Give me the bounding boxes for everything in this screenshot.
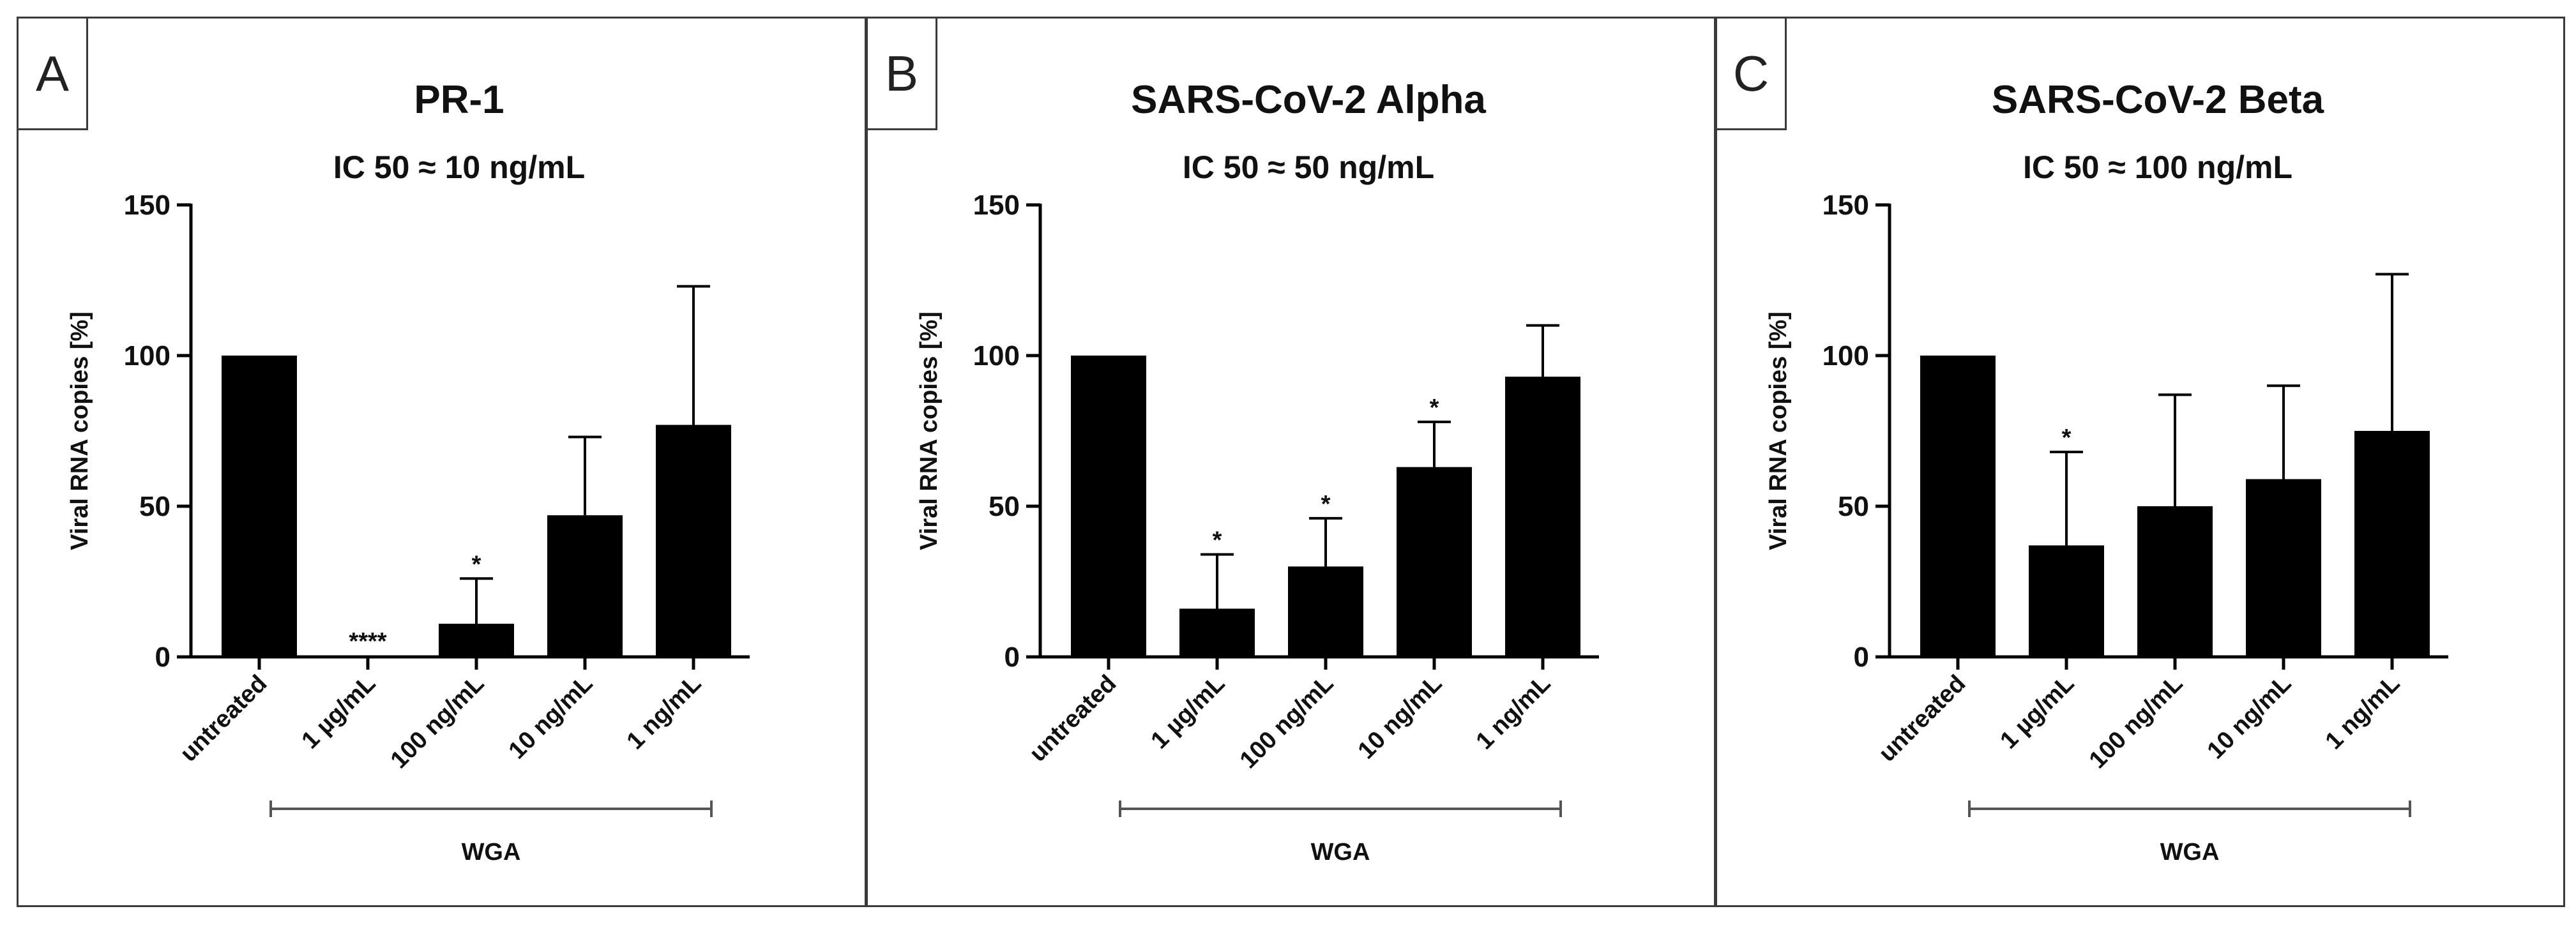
x-category-label: 1 ng/mL [1471,670,1556,755]
chart-title: SARS-CoV-2 Alpha [1131,78,1486,122]
chart-subtitle: IC 50 ≈ 10 ng/mL [333,149,585,185]
y-tick-label: 0 [1004,642,1020,673]
bar [222,356,297,657]
y-tick-label: 0 [1854,642,1869,673]
bar [2246,479,2321,657]
y-tick-label: 50 [989,491,1020,522]
significance-marker: * [2062,425,2072,451]
x-category-label: 10 ng/mL [2202,670,2297,765]
x-category-label: 100 ng/mL [1235,670,1339,774]
chart-title: PR-1 [414,78,504,122]
significance-marker: * [1321,491,1331,518]
x-category-label: untreated [1874,670,1971,767]
x-category-label: 1 µg/mL [1146,670,1231,755]
panel-letter: A [17,17,88,130]
chart-panel-a: A PR-1 IC 50 ≈ 10 ng/mL Viral RNA copies [… [17,17,867,907]
group-label: WGA [462,839,521,866]
bar [1505,377,1580,657]
x-category-label: untreated [1024,670,1121,767]
x-category-label: untreated [175,670,272,767]
x-category-label: 1 µg/mL [1996,670,2080,755]
significance-marker: * [472,551,481,578]
bar-chart-a: PR-1 IC 50 ≈ 10 ng/mL Viral RNA copies [%]… [66,78,750,866]
significance-marker: **** [349,628,386,655]
x-category-label: 10 ng/mL [1353,670,1448,765]
bar [2029,545,2104,657]
y-tick-label: 50 [139,491,170,522]
bar [1397,467,1472,657]
chart-panel-c: C SARS-CoV-2 Beta IC 50 ≈ 100 ng/mL Viral … [1715,17,2565,907]
panel-letter: B [866,17,937,130]
y-tick-label: 150 [973,190,1020,221]
significance-marker: * [1430,395,1439,421]
chart-title: SARS-CoV-2 Beta [1992,78,2324,122]
y-tick-label: 150 [124,190,170,221]
bar [330,655,405,657]
y-tick-label: 100 [1822,340,1869,372]
bar [547,515,623,657]
x-category-label: 100 ng/mL [2084,670,2188,774]
bar [656,425,731,657]
bar [2354,431,2430,657]
y-axis-label: Viral RNA copies [%] [916,312,943,550]
y-tick-label: 0 [155,642,170,673]
bar [439,624,514,657]
y-axis-label: Viral RNA copies [%] [66,312,93,550]
bar-chart-b: SARS-CoV-2 Alpha IC 50 ≈ 50 ng/mL Viral RN… [916,78,1599,866]
bar [2137,506,2213,657]
bar [1071,356,1146,657]
chart-subtitle: IC 50 ≈ 100 ng/mL [2023,149,2292,185]
bar [1179,608,1255,657]
x-category-label: 1 ng/mL [622,670,707,755]
y-axis-label: Viral RNA copies [%] [1765,312,1792,550]
x-category-label: 1 µg/mL [297,670,381,755]
bar-chart-c: SARS-CoV-2 Beta IC 50 ≈ 100 ng/mL Viral RN… [1765,78,2448,866]
y-tick-label: 150 [1822,190,1869,221]
chart-subtitle: IC 50 ≈ 50 ng/mL [1183,149,1434,185]
y-tick-label: 100 [973,340,1020,372]
group-label: WGA [2160,839,2220,866]
significance-marker: * [1213,527,1222,554]
bar [1920,356,1996,657]
y-tick-label: 50 [1838,491,1869,522]
y-tick-label: 100 [124,340,170,372]
panel-letter: C [1715,17,1787,130]
x-category-label: 10 ng/mL [504,670,598,765]
group-label: WGA [1311,839,1370,866]
chart-panel-b: B SARS-CoV-2 Alpha IC 50 ≈ 50 ng/mL Viral … [866,17,1716,907]
bar [1288,566,1363,657]
x-category-label: 100 ng/mL [386,670,490,774]
x-category-label: 1 ng/mL [2321,670,2406,755]
